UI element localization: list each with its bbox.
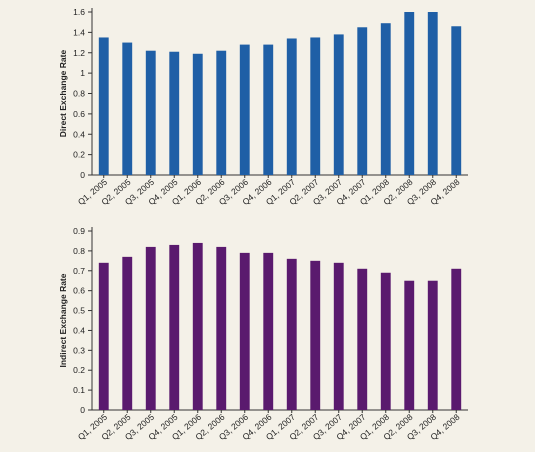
bar [145, 246, 156, 410]
bar [380, 23, 391, 175]
bar [122, 42, 133, 175]
y-tick-label: 0.2 [73, 150, 85, 160]
bar [404, 12, 415, 175]
y-tick-label: 0.6 [73, 109, 85, 119]
y-tick-label: 0.9 [73, 226, 85, 236]
bar [239, 44, 250, 175]
bar [310, 37, 321, 175]
bar [263, 44, 274, 175]
bar [239, 252, 250, 410]
y-tick-label: 1.4 [73, 27, 85, 37]
y-axis-title: Indirect Exchange Rate [58, 273, 68, 367]
y-tick-label: 0.2 [73, 365, 85, 375]
y-tick-label: 0.4 [73, 325, 85, 335]
bar [286, 38, 297, 175]
bar [98, 262, 109, 410]
y-tick-label: 0.4 [73, 129, 85, 139]
bar [263, 252, 274, 410]
bar [122, 256, 133, 410]
y-tick-label: 1 [80, 68, 85, 78]
bar [216, 246, 227, 410]
bar [310, 260, 321, 410]
y-tick-label: 0.8 [73, 246, 85, 256]
y-tick-label: 0.6 [73, 286, 85, 296]
bar [286, 258, 297, 410]
y-tick-label: 0.8 [73, 89, 85, 99]
y-tick-label: 0 [80, 405, 85, 415]
bar [333, 34, 344, 175]
y-axis-title: Direct Exchange Rate [58, 50, 68, 138]
bar [451, 268, 462, 410]
y-tick-label: 0 [80, 170, 85, 180]
bar [216, 50, 227, 175]
y-tick-label: 0.5 [73, 306, 85, 316]
y-tick-label: 1.2 [73, 48, 85, 58]
bar [169, 244, 180, 410]
bar [333, 262, 344, 410]
bar [357, 268, 368, 410]
bar [380, 272, 391, 410]
y-tick-label: 0.7 [73, 266, 85, 276]
bar [404, 280, 415, 410]
bar [98, 37, 109, 175]
y-tick-label: 1.6 [73, 7, 85, 17]
bar [169, 51, 180, 176]
bar [451, 26, 462, 176]
bar [145, 50, 156, 175]
bar [427, 12, 438, 175]
bar [192, 242, 203, 410]
bar [427, 280, 438, 410]
bar [357, 27, 368, 175]
y-tick-label: 0.3 [73, 345, 85, 355]
y-tick-label: 0.1 [73, 385, 85, 395]
bar [192, 53, 203, 175]
